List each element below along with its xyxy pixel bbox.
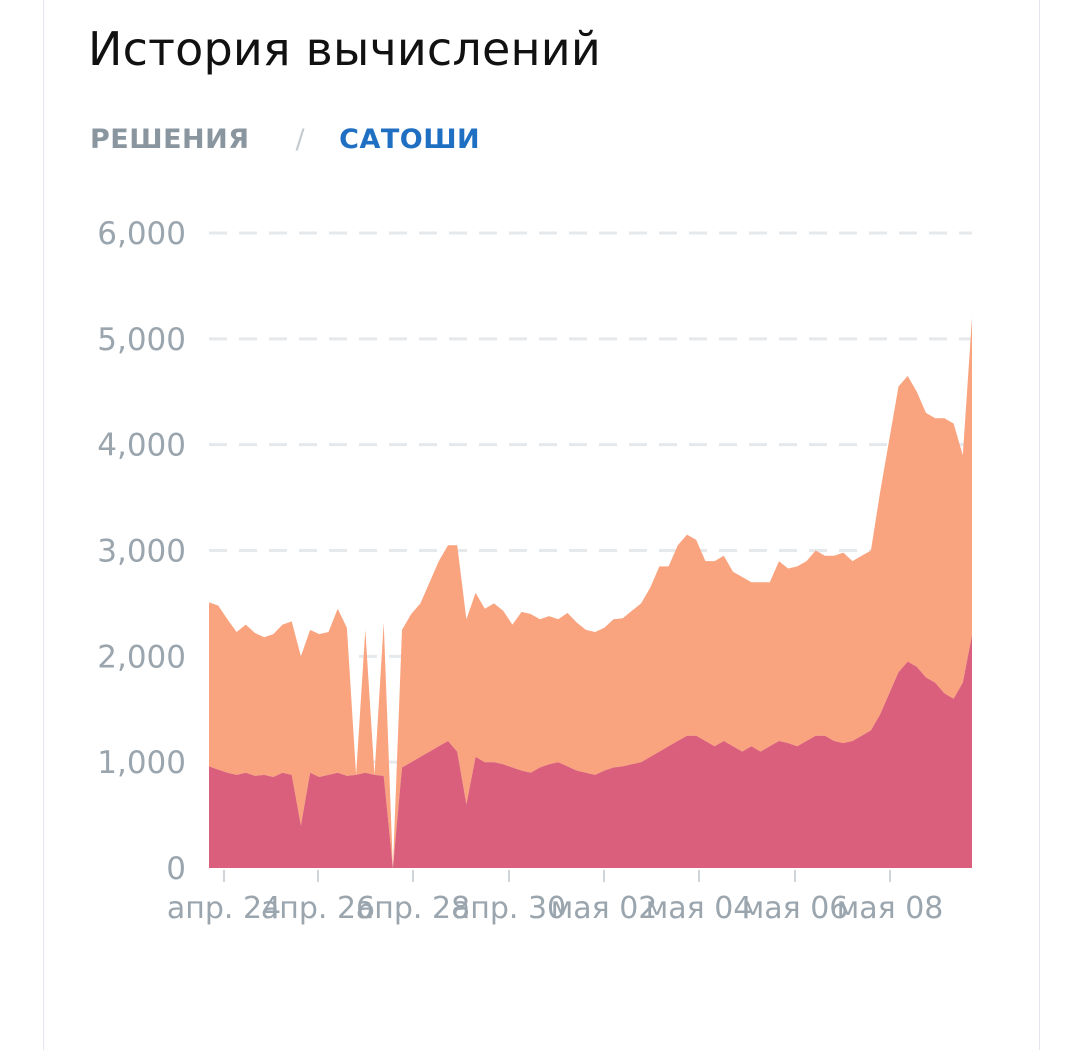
x-tick-label: мая 04 <box>646 891 753 926</box>
y-tick-label: 1,000 <box>97 745 186 781</box>
chart-card <box>43 0 1040 1050</box>
y-tick-label: 2,000 <box>97 639 186 675</box>
x-tick-label: апр. 26 <box>261 891 375 926</box>
tab-satoshi[interactable]: САТОШИ <box>339 124 481 155</box>
series-areas <box>209 317 972 868</box>
x-tick-label: апр. 24 <box>167 891 281 926</box>
y-tick-label: 6,000 <box>97 216 186 252</box>
tab-solutions[interactable]: РЕШЕНИЯ <box>90 124 250 155</box>
x-tick-label: апр. 28 <box>356 891 470 926</box>
tab-separator: / <box>295 124 306 155</box>
x-tick-label: мая 08 <box>837 891 944 926</box>
y-tick-label: 0 <box>166 851 186 887</box>
x-tick-label: апр. 30 <box>452 891 566 926</box>
y-axis-ticks: 0 1,000 2,000 3,000 4,000 5,000 6,000 <box>97 216 186 887</box>
x-tick-label: мая 06 <box>742 891 849 926</box>
y-tick-label: 3,000 <box>97 534 186 570</box>
x-tick-label: мая 02 <box>551 891 658 926</box>
y-tick-label: 5,000 <box>97 322 186 358</box>
metric-tabs: РЕШЕНИЯ / САТОШИ <box>90 124 480 155</box>
series-area-upper <box>209 317 972 868</box>
page-title: История вычислений <box>88 22 601 76</box>
y-tick-label: 4,000 <box>97 428 186 464</box>
series-area-lower <box>209 635 972 868</box>
